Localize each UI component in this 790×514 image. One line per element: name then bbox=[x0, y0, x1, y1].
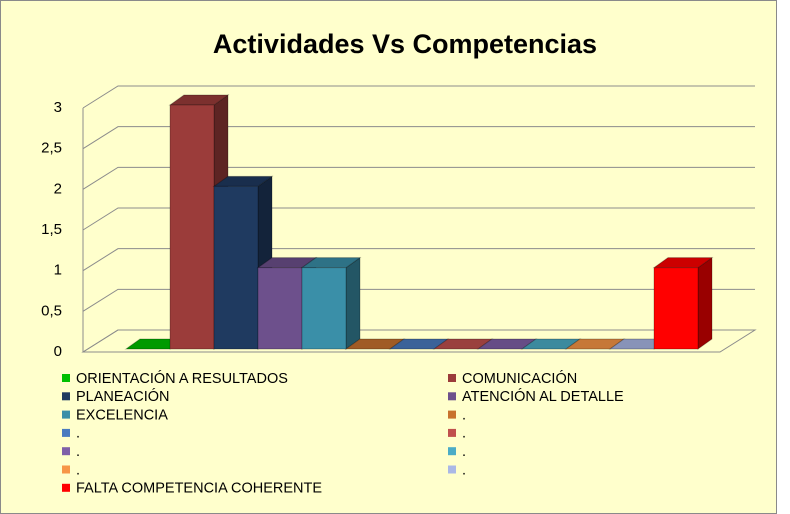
y-tick-label: 3 bbox=[54, 99, 62, 116]
legend-label: . bbox=[462, 407, 466, 423]
bar bbox=[653, 267, 699, 350]
bar bbox=[169, 104, 215, 350]
legend-label: COMUNICACIÓN bbox=[462, 370, 577, 387]
grid-line bbox=[82, 166, 755, 190]
legend-swatch bbox=[62, 410, 70, 419]
y-tick-label: 2 bbox=[54, 180, 62, 197]
legend-swatch bbox=[62, 465, 70, 474]
y-tick-label: 0 bbox=[54, 343, 62, 360]
bar-side bbox=[345, 256, 361, 350]
legend-label: . bbox=[76, 462, 80, 478]
y-tick-label: 1 bbox=[54, 262, 62, 279]
grid-line bbox=[82, 288, 755, 312]
legend-swatch bbox=[62, 428, 70, 437]
legend-label: EXCELENCIA bbox=[76, 407, 168, 423]
legend-swatch bbox=[448, 392, 456, 401]
legend-label: . bbox=[76, 444, 80, 460]
grid-line bbox=[82, 248, 755, 272]
grid-line bbox=[82, 126, 755, 150]
grid-line bbox=[82, 207, 755, 231]
chart-title: Actividades Vs Competencias bbox=[213, 29, 597, 59]
legend-swatch bbox=[448, 410, 456, 419]
legend-swatch bbox=[448, 428, 456, 437]
y-tick-label: 0,5 bbox=[41, 302, 62, 319]
y-tick-label: 1,5 bbox=[41, 221, 62, 238]
legend-label: PLANEACIÓN bbox=[76, 388, 169, 405]
legend-swatch bbox=[62, 392, 70, 401]
legend-swatch bbox=[448, 374, 456, 382]
bar-side bbox=[697, 256, 713, 350]
bar bbox=[213, 185, 259, 350]
grid-line bbox=[82, 329, 755, 353]
legend-label: . bbox=[462, 426, 466, 442]
bar bbox=[301, 267, 347, 350]
legend-swatch bbox=[62, 447, 70, 456]
legend-swatch bbox=[448, 465, 456, 474]
legend-label: FALTA COMPETENCIA COHERENTE bbox=[76, 481, 322, 497]
legend-label: ATENCIÓN AL DETALLE bbox=[462, 388, 624, 405]
legend-swatch bbox=[448, 447, 456, 456]
legend-swatch bbox=[62, 483, 70, 492]
legend-label: . bbox=[462, 444, 466, 460]
legend-label: ORIENTACIÓN A RESULTADOS bbox=[76, 370, 288, 387]
legend-swatch bbox=[62, 374, 70, 382]
grid-line bbox=[82, 85, 755, 109]
legend-label: . bbox=[462, 462, 466, 478]
y-tick-label: 2,5 bbox=[41, 140, 62, 157]
bar bbox=[257, 267, 303, 350]
legend-label: . bbox=[76, 426, 80, 442]
